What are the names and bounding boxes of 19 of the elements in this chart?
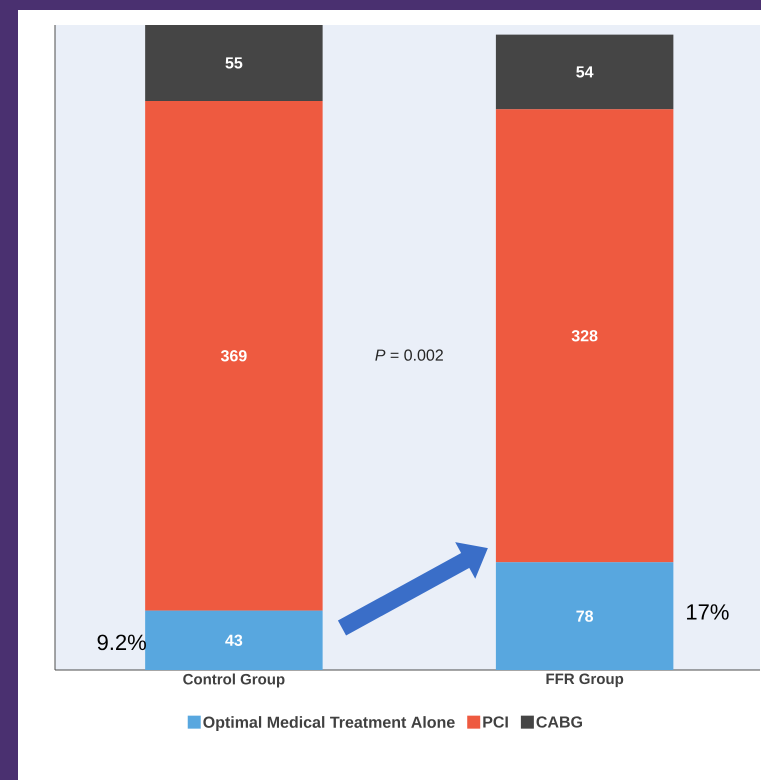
bar: [496, 562, 674, 670]
bar: [496, 34, 674, 110]
data-label: 54: [576, 66, 594, 78]
legend-label: PCI: [483, 716, 508, 728]
data-label: 328: [572, 330, 598, 342]
bar: [145, 100, 323, 611]
data-label: 55: [225, 57, 242, 69]
annotation: 17%: [687, 604, 729, 620]
bar: [145, 24, 323, 101]
bar: [145, 610, 323, 670]
legend-label: CABG: [536, 716, 582, 728]
x-tick-label: Control Group: [183, 674, 285, 688]
annotation: P = 0.002: [375, 349, 443, 361]
legend-label: Optimal Medical Treatment Alone: [203, 716, 455, 732]
x-tick-label: FFR Group: [546, 674, 624, 688]
data-label: 78: [576, 610, 594, 622]
bar: [496, 109, 674, 562]
data-label: 43: [225, 634, 242, 646]
data-label: 369: [220, 350, 247, 362]
